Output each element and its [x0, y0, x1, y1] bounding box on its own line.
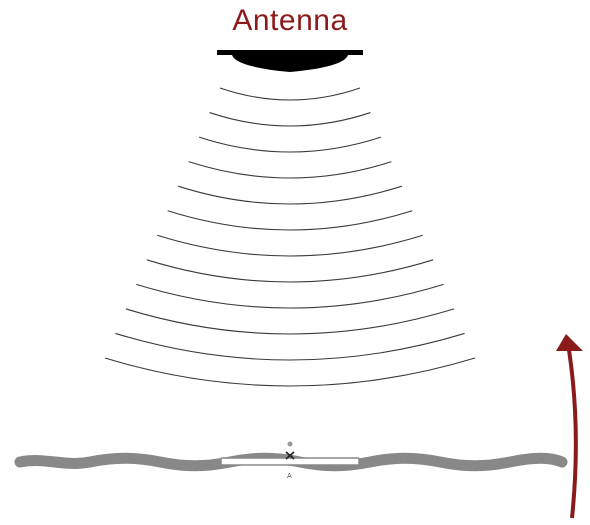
wave-arc: [125, 308, 455, 335]
antenna-dome: [232, 55, 348, 72]
radio-waves: [104, 87, 476, 387]
wave-arc: [146, 259, 434, 283]
tag-chip-dot: [287, 441, 293, 447]
wave-arc: [178, 185, 402, 205]
wave-arc: [219, 87, 361, 101]
curved-arrow: [556, 334, 583, 519]
antenna: [217, 50, 363, 72]
tag-antenna-strip: [220, 457, 360, 466]
arrow-head-icon: [556, 334, 583, 351]
tag-chip: [285, 451, 295, 460]
arrow-shaft: [567, 349, 578, 519]
wave-arc: [167, 210, 413, 231]
wave-arc: [188, 161, 392, 179]
tag-chip-marker: A: [287, 472, 292, 480]
wave-arc: [157, 234, 423, 257]
wave-arc: [198, 136, 382, 153]
wave-arc: [209, 112, 371, 127]
wave-arc: [136, 283, 444, 309]
wave-arc: [104, 357, 476, 387]
antenna-label: Antenna: [232, 4, 348, 37]
wave-arc: [115, 332, 465, 361]
rfid-tag-assembly: A: [14, 441, 568, 480]
antenna-plate: [217, 50, 363, 55]
